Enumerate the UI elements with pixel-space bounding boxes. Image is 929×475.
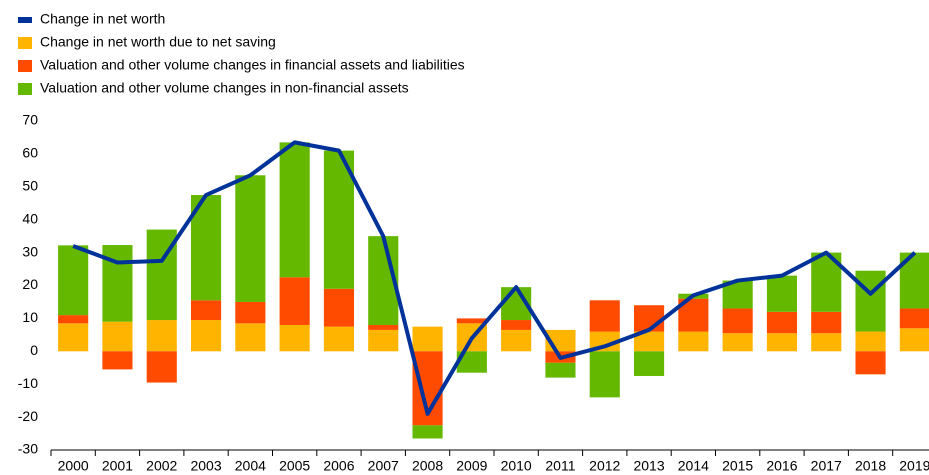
y-tick-label: 20: [22, 276, 38, 292]
legend-label: Change in net worth due to net saving: [40, 34, 276, 50]
x-tick-label: 2018: [855, 458, 886, 474]
bar: [190, 320, 222, 352]
line: [72, 140, 917, 416]
bar: [501, 329, 532, 352]
bar: [722, 308, 753, 334]
bar: [146, 351, 177, 383]
y-tick-label: 30: [22, 243, 38, 259]
x-tick-label: 2012: [589, 458, 620, 474]
x-tick-label: 2000: [58, 458, 89, 474]
x-tick-label: 2016: [766, 458, 797, 474]
y-tick-label: 40: [22, 210, 38, 226]
x-tick-label: 2017: [811, 458, 842, 474]
x-tick-label: 2002: [146, 458, 177, 474]
bar: [235, 323, 266, 352]
x-tick-label: 2001: [102, 458, 133, 474]
bar: [722, 333, 753, 352]
bar: [766, 275, 798, 312]
legend-swatch: [18, 17, 32, 23]
x-tick-label: 2008: [412, 458, 443, 474]
bar: [235, 175, 266, 302]
bar: [855, 351, 886, 375]
legend-label: Valuation and other volume changes in fi…: [40, 57, 465, 73]
x-tick-label: 2003: [190, 458, 221, 474]
bar: [323, 326, 355, 352]
x-tick-label: 2011: [545, 458, 575, 474]
x-tick-label: 2009: [456, 458, 487, 474]
y-tick-label: -20: [18, 408, 38, 424]
bar: [102, 351, 133, 370]
bar: [899, 308, 929, 329]
bar: [678, 331, 709, 352]
bar: [412, 326, 443, 352]
bar: [633, 351, 665, 376]
legend-swatch: [18, 37, 32, 49]
bar: [633, 305, 665, 332]
bar: [368, 329, 399, 352]
y-tick-label: 60: [22, 145, 38, 161]
bar: [58, 315, 89, 324]
y-tick-label: -10: [18, 375, 38, 391]
bar: [412, 425, 443, 439]
bar: [279, 142, 310, 278]
bar: [146, 320, 177, 352]
x-tick-label: 2014: [678, 458, 709, 474]
bar: [58, 323, 89, 352]
legend-label: Change in net worth: [40, 11, 165, 27]
bar: [545, 362, 576, 378]
bar: [368, 324, 399, 330]
x-tick-label: 2015: [722, 458, 753, 474]
bar: [855, 331, 886, 352]
legend-label: Valuation and other volume changes in no…: [40, 80, 409, 96]
bar: [899, 328, 929, 352]
bar: [855, 270, 886, 332]
bar: [279, 277, 310, 325]
bar: [589, 300, 620, 332]
x-tick-label: 2019: [899, 458, 929, 474]
legend-swatch: [18, 83, 32, 95]
bar: [501, 320, 532, 330]
y-tick-label: 0: [30, 342, 38, 358]
x-tick-label: 2013: [633, 458, 664, 474]
bar: [102, 321, 133, 352]
bar: [456, 318, 487, 324]
bar: [279, 324, 310, 352]
bar: [456, 351, 487, 373]
bar: [811, 333, 842, 352]
bar: [58, 245, 89, 316]
bar: [235, 301, 266, 324]
x-tick-label: 2007: [368, 458, 399, 474]
bar: [323, 288, 355, 327]
bar: [766, 311, 798, 334]
bar: [811, 311, 842, 334]
x-tick-label: 2005: [279, 458, 310, 474]
x-tick-label: 2006: [323, 458, 354, 474]
legend-swatch: [18, 60, 32, 72]
y-tick-label: -30: [18, 441, 38, 457]
bar: [190, 300, 222, 321]
y-tick-label: 70: [22, 112, 38, 128]
bar: [766, 333, 798, 352]
y-tick-label: 50: [22, 178, 38, 194]
x-tick-label: 2004: [235, 458, 266, 474]
y-tick-label: 10: [22, 309, 38, 325]
bar: [589, 351, 620, 398]
bar: [633, 331, 665, 352]
x-tick-label: 2010: [501, 458, 532, 474]
